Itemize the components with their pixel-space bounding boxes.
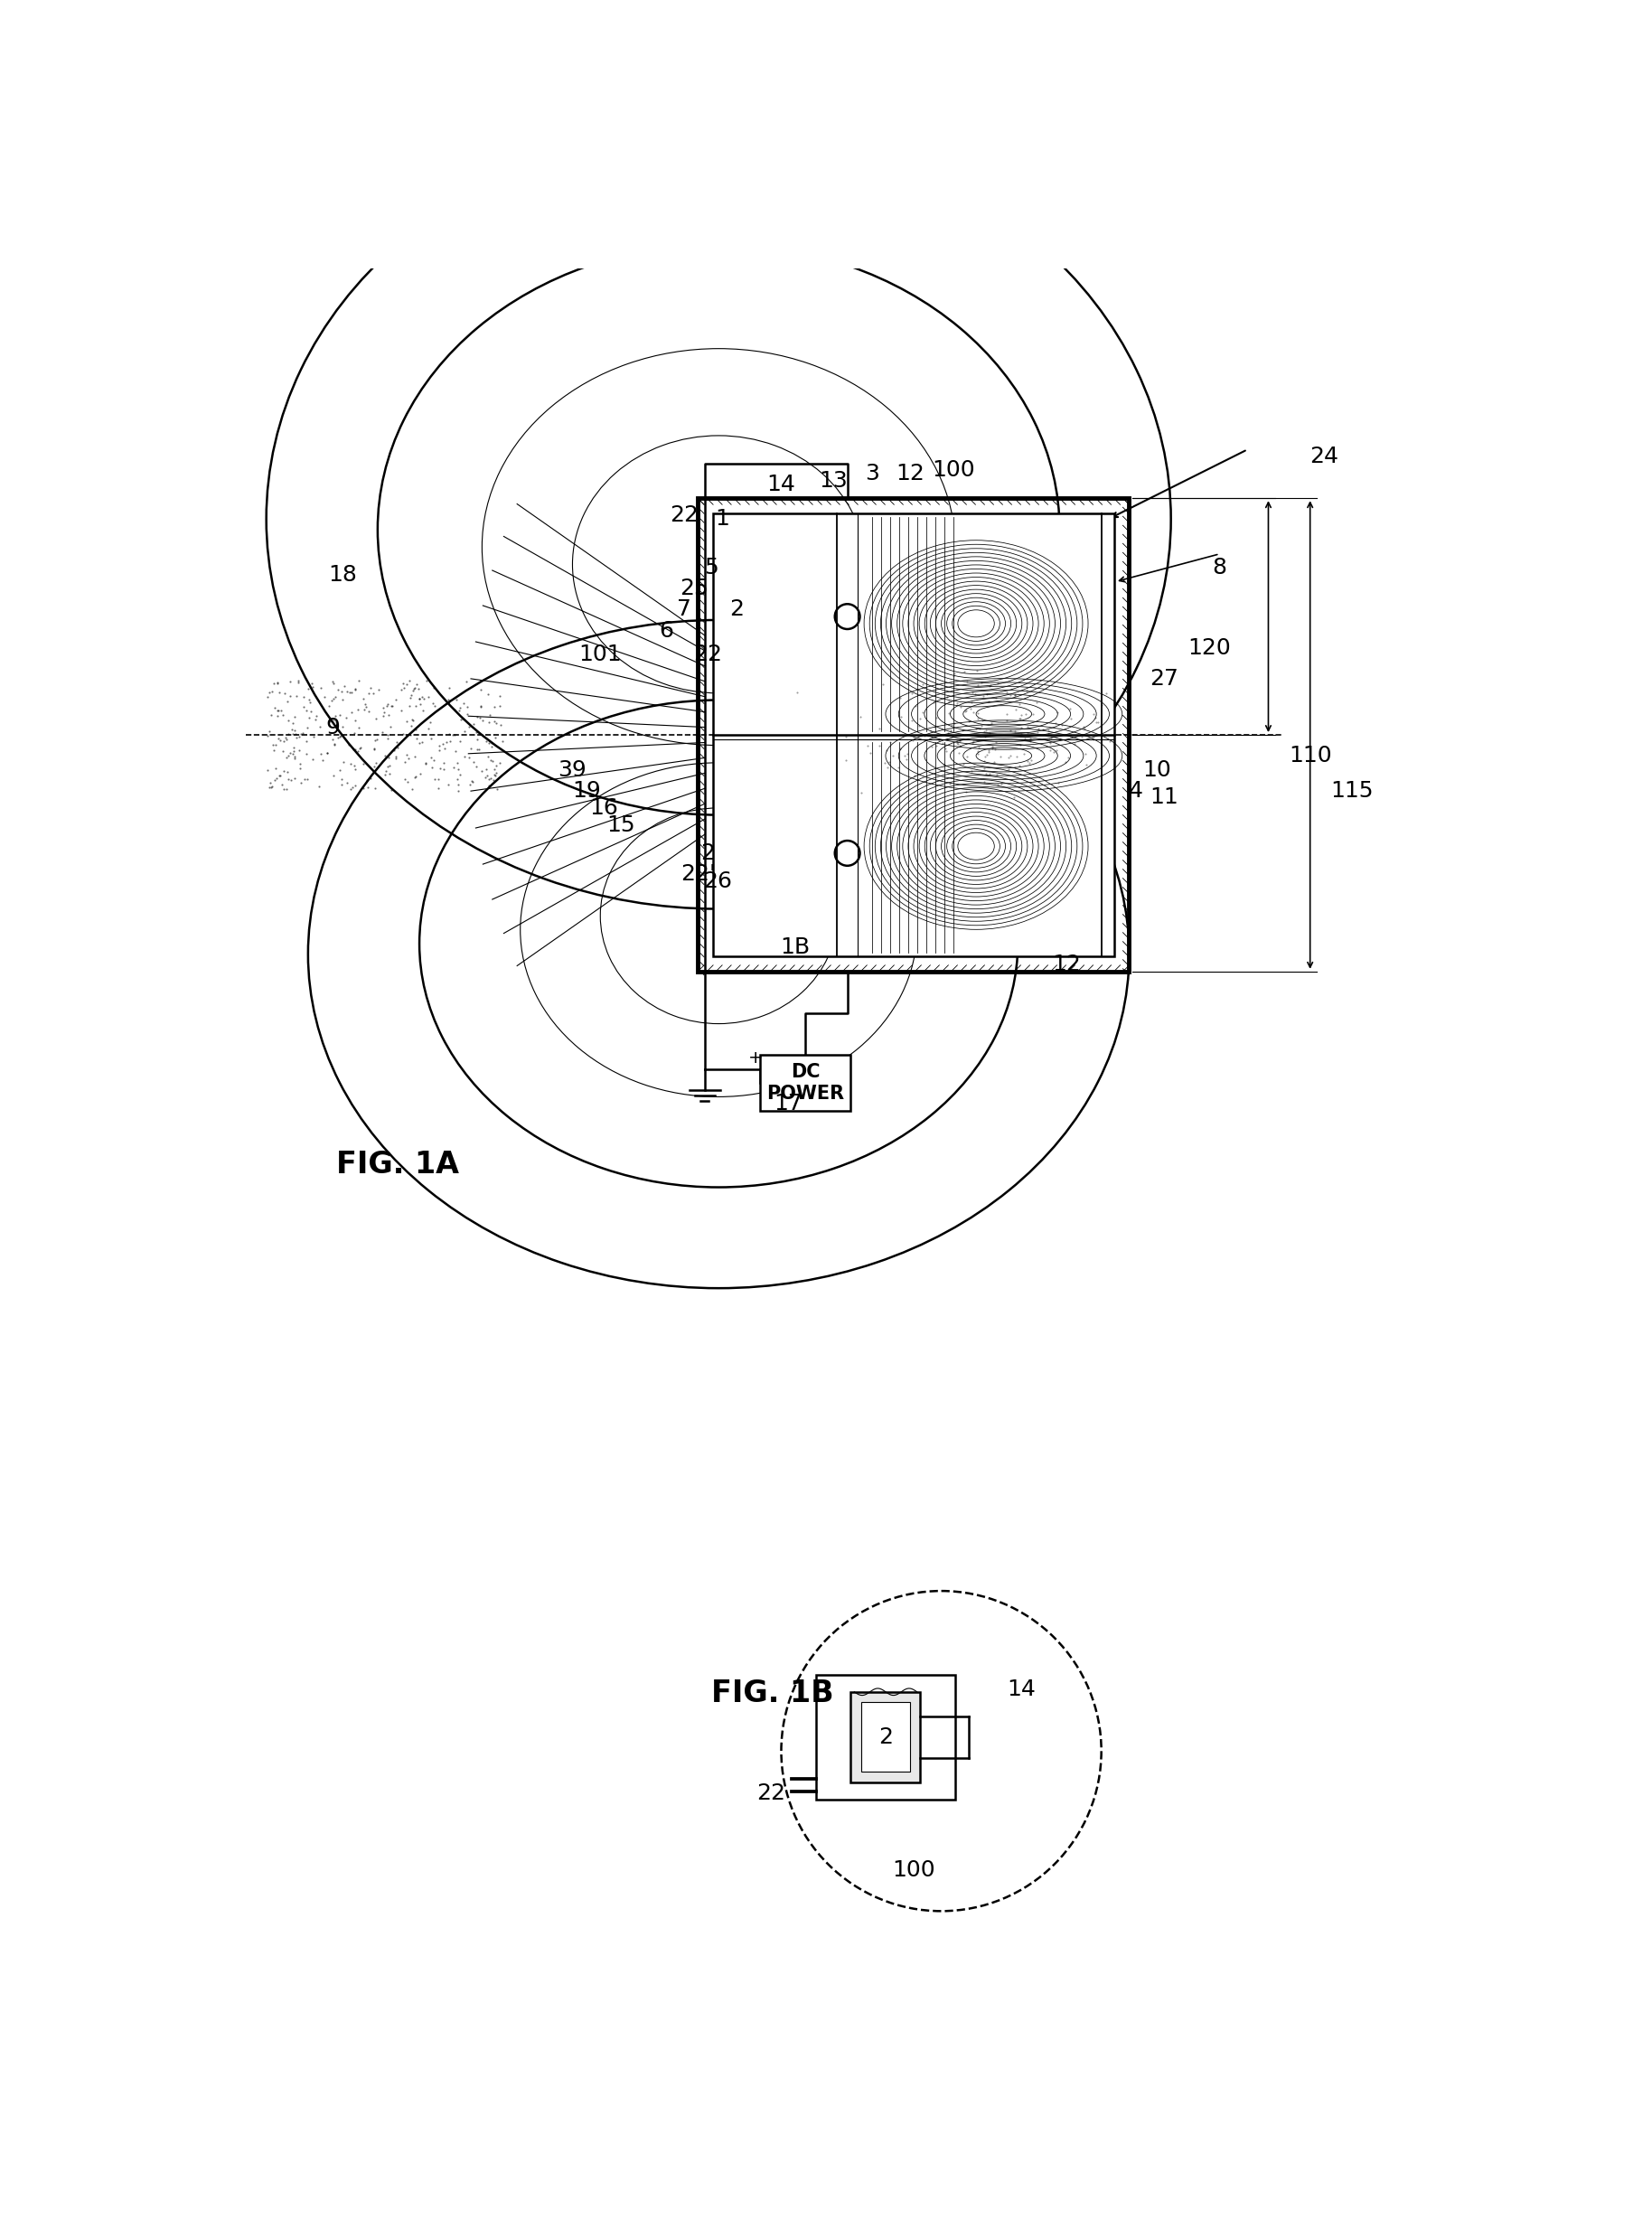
Text: 24: 24 — [1310, 445, 1338, 468]
Text: 22': 22' — [681, 864, 715, 884]
Text: 12: 12 — [1052, 953, 1080, 976]
Text: 12: 12 — [895, 463, 925, 486]
Text: 6: 6 — [659, 620, 674, 642]
Text: 39: 39 — [558, 759, 586, 781]
Text: 5: 5 — [704, 557, 719, 580]
Text: 2: 2 — [879, 1725, 892, 1748]
Text: 19: 19 — [572, 779, 601, 801]
Text: FIG. 1A: FIG. 1A — [335, 1150, 459, 1179]
Text: 14: 14 — [767, 474, 796, 495]
Text: 2: 2 — [700, 841, 715, 864]
Text: 115: 115 — [1330, 779, 1373, 801]
Text: 100: 100 — [892, 1860, 935, 1880]
Text: 2: 2 — [730, 600, 743, 620]
Bar — [697, 499, 1130, 971]
Text: 4: 4 — [1128, 779, 1143, 801]
Bar — [760, 1054, 851, 1110]
Text: 100: 100 — [932, 459, 975, 481]
Text: +: + — [748, 1050, 763, 1068]
Text: 14: 14 — [1008, 1678, 1036, 1701]
Bar — [714, 513, 1113, 956]
Text: 17: 17 — [773, 1092, 803, 1115]
Text: 27: 27 — [1150, 669, 1178, 689]
Text: 13: 13 — [819, 470, 847, 492]
Text: 16: 16 — [590, 797, 618, 819]
Text: 26: 26 — [702, 871, 732, 893]
Text: 3: 3 — [864, 463, 879, 486]
Text: 18: 18 — [329, 564, 357, 586]
Text: FIG. 1B: FIG. 1B — [712, 1678, 834, 1708]
Text: 1: 1 — [715, 508, 729, 530]
Bar — [816, 1674, 955, 1799]
Bar — [851, 1692, 920, 1781]
Text: DC
POWER: DC POWER — [767, 1063, 844, 1103]
Text: 22: 22 — [669, 506, 699, 526]
Text: 22: 22 — [757, 1781, 785, 1804]
Text: 9: 9 — [325, 716, 340, 739]
Text: 10: 10 — [1143, 759, 1171, 781]
Text: 110: 110 — [1289, 745, 1332, 768]
Text: 25: 25 — [681, 577, 709, 600]
Text: 11: 11 — [1150, 788, 1178, 808]
Text: 7: 7 — [677, 600, 691, 620]
Text: 120: 120 — [1188, 638, 1231, 658]
Text: 8: 8 — [1213, 557, 1227, 580]
Text: 15: 15 — [606, 815, 636, 837]
Text: 101: 101 — [578, 645, 621, 665]
Text: 1B: 1B — [780, 935, 809, 958]
Bar — [861, 1703, 910, 1772]
Text: 22: 22 — [694, 645, 722, 665]
